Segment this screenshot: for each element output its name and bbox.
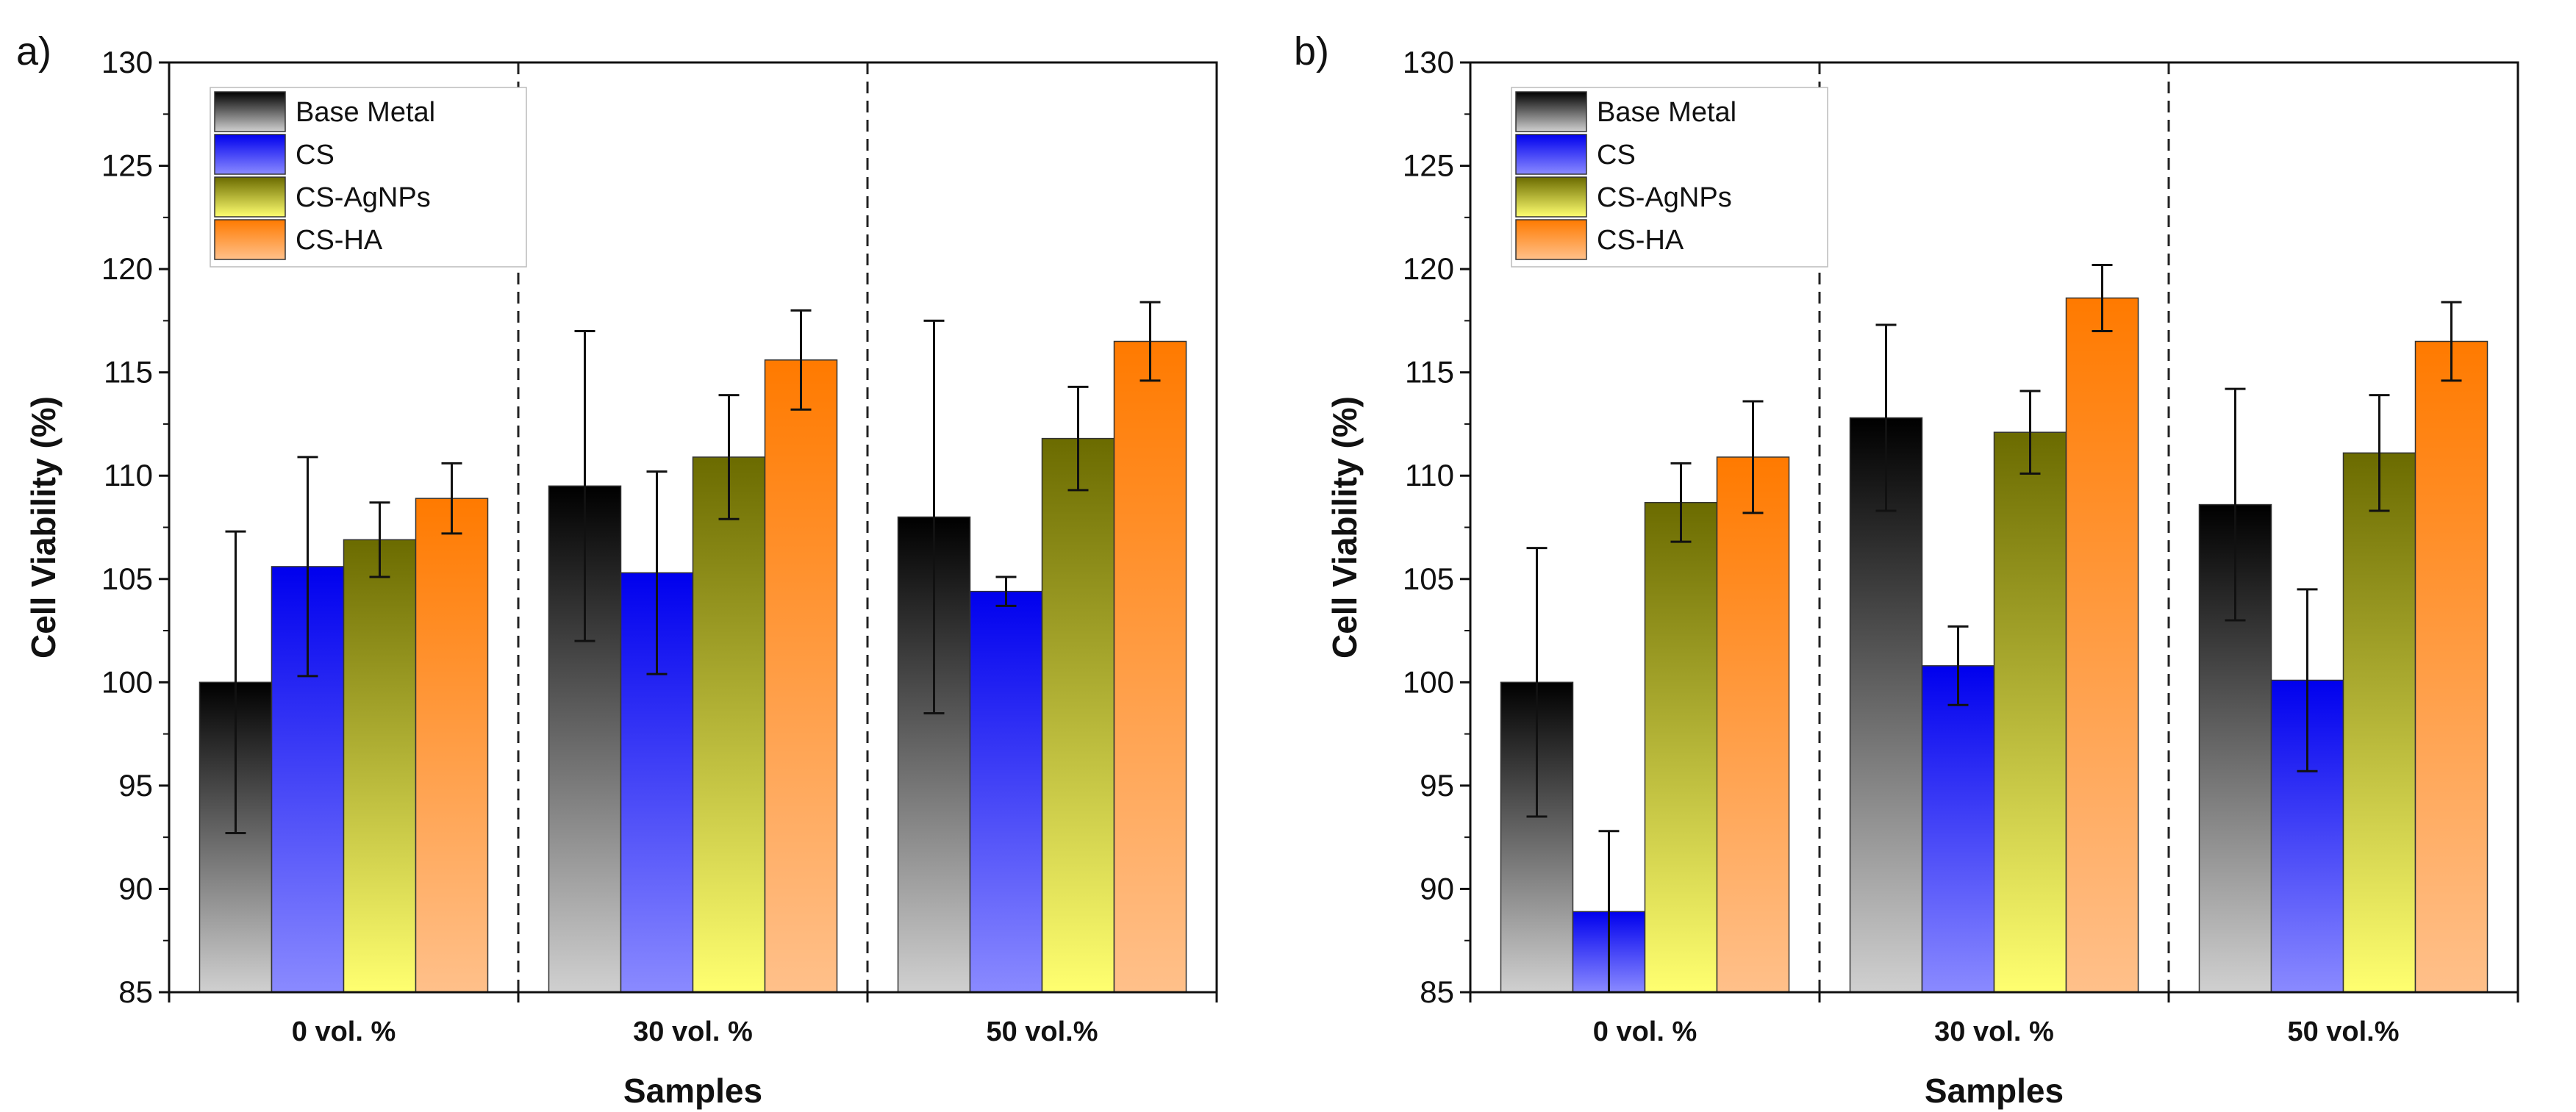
y-tick-label: 130 <box>1403 45 1454 79</box>
y-tick-label: 110 <box>104 458 153 492</box>
legend-swatch-cs-agnps <box>214 176 286 218</box>
y-tick-label: 105 <box>101 562 153 596</box>
legend-swatch-base-metal <box>1515 91 1587 132</box>
bar-cs-agnps-0-vol <box>1644 502 1718 993</box>
legend-swatch-base-metal <box>214 91 286 132</box>
legend-label-cs-agnps: CS-AgNPs <box>296 182 431 213</box>
error-bar-base-metal-0-vol <box>1526 547 1548 818</box>
bar-cs-ha-30-vol <box>2065 297 2139 993</box>
error-bar-cs-ha-0-vol <box>1742 400 1764 514</box>
error-bar-cs-ha-50-vol <box>2441 301 2462 382</box>
x-tick-label: 0 vol. % <box>1593 1016 1697 1047</box>
y-tick-label: 120 <box>101 251 153 286</box>
bar-cs-agnps-30-vol <box>692 456 766 993</box>
y-tick-label: 115 <box>1405 355 1454 390</box>
error-bar-base-metal-0-vol <box>225 530 246 835</box>
y-tick-label: 125 <box>101 148 153 183</box>
legend-label-cs-ha: CS-HA <box>296 225 383 256</box>
y-tick-label: 85 <box>1420 975 1454 1009</box>
bar-cs-agnps-50-vol <box>2342 452 2416 993</box>
error-bar-cs-50-vol <box>2297 588 2318 772</box>
legend-swatch-cs-ha <box>214 219 286 260</box>
legend-swatch-cs-ha <box>1515 219 1587 260</box>
x-axis-title: Samples <box>623 1072 762 1110</box>
x-tick-label: 30 vol. % <box>633 1016 753 1047</box>
y-tick-label: 110 <box>1405 458 1454 492</box>
error-bar-cs-30-vol <box>1947 625 1969 706</box>
error-bar-base-metal-30-vol <box>574 329 595 642</box>
bar-cs-ha-50-vol <box>2414 340 2489 993</box>
bar-cs-ha-50-vol <box>1113 340 1187 993</box>
legend-label-cs-agnps: CS-AgNPs <box>1597 182 1732 213</box>
y-tick-label: 95 <box>118 768 153 803</box>
legend-swatch-cs <box>1515 134 1587 175</box>
error-bar-cs-ha-50-vol <box>1139 301 1161 382</box>
x-tick-label: 50 vol.% <box>986 1016 1098 1047</box>
bar-cs-agnps-50-vol <box>1041 437 1115 993</box>
bar-base-metal-30-vol <box>1849 417 1923 993</box>
legend-label-base-metal: Base Metal <box>1597 97 1736 128</box>
error-bar-cs-agnps-50-vol <box>2369 394 2390 512</box>
error-bar-cs-50-vol <box>995 575 1017 607</box>
panel-label: a) <box>16 29 51 73</box>
panel-b: b) 85 90 95 100 105 110 115 120 125 130 0 vol. % 30 … <box>1294 29 2519 1110</box>
legend: Base Metal CS CS-AgNPs CS-HA <box>1511 87 1828 268</box>
x-axis-title: Samples <box>1925 1072 2064 1110</box>
error-bar-base-metal-50-vol <box>923 319 945 714</box>
y-tick-label: 130 <box>101 45 153 79</box>
bar-cs-agnps-30-vol <box>1993 431 2067 993</box>
legend-label-cs-ha: CS-HA <box>1597 225 1684 256</box>
y-tick-label: 115 <box>104 355 153 390</box>
bar-cs-ha-30-vol <box>764 359 838 993</box>
y-axis-title: Cell Viability (%) <box>24 396 62 659</box>
y-tick-label: 100 <box>1403 664 1454 699</box>
x-tick-label: 30 vol. % <box>1934 1016 2054 1047</box>
legend-label-cs: CS <box>1597 140 1636 171</box>
legend: Base Metal CS CS-AgNPs CS-HA <box>210 87 527 268</box>
error-bar-cs-ha-30-vol <box>2092 263 2113 332</box>
bar-cs-ha-0-vol <box>415 498 489 993</box>
legend-label-base-metal: Base Metal <box>296 97 435 128</box>
bar-cs-ha-0-vol <box>1716 456 1790 993</box>
error-bar-cs-0-vol <box>297 456 318 678</box>
x-tick-label: 0 vol. % <box>292 1016 396 1047</box>
y-tick-label: 90 <box>118 871 153 905</box>
bar-cs-30-vol <box>1921 665 1995 993</box>
error-bar-cs-agnps-0-vol <box>1670 462 1692 543</box>
error-bar-base-metal-50-vol <box>2225 387 2246 622</box>
y-tick-label: 120 <box>1403 251 1454 286</box>
panel-label: b) <box>1294 29 1329 73</box>
error-bar-cs-agnps-30-vol <box>718 394 740 520</box>
bar-cs-agnps-0-vol <box>343 539 417 993</box>
bar-cs-50-vol <box>969 590 1043 993</box>
error-bar-cs-30-vol <box>646 470 668 675</box>
x-tick-label: 50 vol.% <box>2287 1016 2399 1047</box>
y-axis-title: Cell Viability (%) <box>1325 396 1364 659</box>
y-tick-label: 125 <box>1403 148 1454 183</box>
error-bar-base-metal-30-vol <box>1875 323 1897 512</box>
error-bar-cs-agnps-0-vol <box>369 501 390 578</box>
error-bar-cs-ha-30-vol <box>790 309 812 411</box>
panel-a: a) 85 90 95 100 105 110 115 120 125 130 0 vol. % 30 … <box>16 29 1218 1110</box>
y-tick-label: 85 <box>118 975 153 1009</box>
y-tick-label: 105 <box>1403 562 1454 596</box>
y-tick-label: 100 <box>101 664 153 699</box>
legend-swatch-cs-agnps <box>1515 176 1587 218</box>
legend-swatch-cs <box>214 134 286 175</box>
y-tick-label: 95 <box>1420 768 1454 803</box>
error-bar-cs-agnps-50-vol <box>1067 385 1089 492</box>
error-bar-cs-agnps-30-vol <box>2019 390 2041 475</box>
legend-label-cs: CS <box>296 140 334 171</box>
y-tick-label: 90 <box>1420 871 1454 905</box>
error-bar-cs-ha-0-vol <box>441 462 462 535</box>
